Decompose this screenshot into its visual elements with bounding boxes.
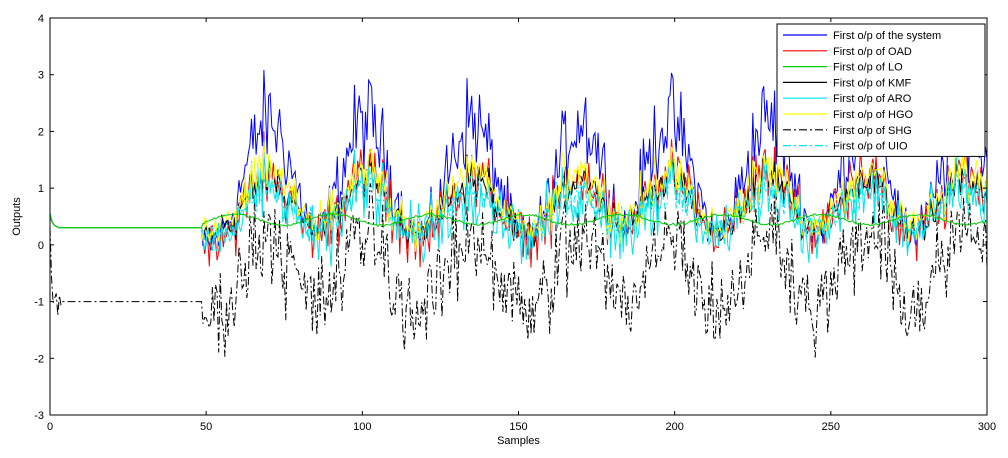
y-tick-label: 0 [38,240,44,252]
y-tick-label: -1 [34,297,44,309]
legend-label: First o/p of LO [833,62,903,74]
y-tick-label: 4 [38,13,44,25]
legend-label: First o/p of KMF [833,77,912,89]
x-tick-label: 300 [978,421,996,433]
y-tick-label: 3 [38,70,44,82]
x-tick-label: 150 [509,421,527,433]
y-tick-label: -2 [34,353,44,365]
y-axis-title: Outputs [11,197,23,236]
series-line-2 [50,212,987,229]
legend-label: First o/p of OAD [833,46,912,58]
y-tick-label: 1 [38,183,44,195]
legend-label: First o/p of HGO [833,109,914,121]
series-line-6 [50,183,987,358]
series-layer [50,69,987,358]
legend-box [776,23,986,157]
x-axis-title: Samples [497,435,540,447]
y-tick-label: -3 [34,410,44,422]
y-tick-label: 2 [38,126,44,138]
legend-label: First o/p of SHG [833,125,912,137]
x-tick-label: 50 [200,421,212,433]
series-line-7 [50,165,987,246]
x-tick-label: 100 [353,421,371,433]
ticks-layer: 0 50 100 150 200 250 300 -3 -2 -1 0 1 2 3 4 [34,13,996,433]
x-tick-label: 200 [665,421,683,433]
legend-label: First o/p of ARO [833,93,912,105]
legend: First o/p of the system First o/p of OAD F… [776,23,986,157]
x-tick-label: 0 [47,421,53,433]
legend-label: First o/p of UIO [833,141,908,153]
x-tick-label: 250 [822,421,840,433]
legend-label: First o/p of the system [833,30,941,42]
